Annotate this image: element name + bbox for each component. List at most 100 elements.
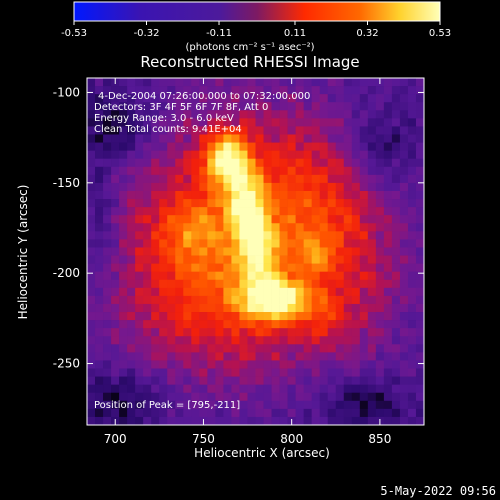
heatmap-cell: [95, 271, 104, 281]
heatmap-cell: [367, 392, 377, 402]
heatmap-cell: [279, 263, 288, 273]
heatmap-cell: [239, 86, 248, 95]
heatmap-cell: [311, 190, 321, 200]
heatmap-cell: [159, 368, 168, 377]
heatmap-cell: [335, 392, 345, 402]
heatmap-cell: [335, 190, 345, 200]
heatmap-cell: [367, 223, 377, 232]
heatmap-cell: [367, 416, 377, 425]
heatmap-cell: [103, 110, 112, 119]
heatmap-cell: [303, 86, 313, 95]
heatmap-cell: [319, 263, 329, 273]
heatmap-cell: [167, 199, 176, 208]
heatmap-cell: [351, 231, 361, 240]
colorbar-tick-label: -0.53: [61, 28, 87, 39]
heatmap-cell: [159, 303, 168, 313]
heatmap-cell: [199, 174, 208, 184]
heatmap-cell: [375, 207, 385, 216]
heatmap-cell: [343, 328, 353, 337]
heatmap-cell: [351, 344, 361, 353]
heatmap-cell: [335, 110, 345, 119]
heatmap-cell: [271, 247, 280, 256]
heatmap-cell: [95, 392, 104, 402]
heatmap-cell: [407, 376, 417, 386]
heatmap-cell: [159, 86, 168, 95]
heatmap-cell: [343, 416, 353, 425]
heatmap-cell: [263, 368, 272, 377]
heatmap-cell: [383, 86, 393, 95]
heatmap-cell: [223, 376, 232, 386]
heatmap-cell: [255, 320, 264, 329]
heatmap-cell: [303, 78, 313, 87]
heatmap-cell: [159, 174, 168, 184]
heatmap-cell: [151, 352, 160, 361]
heatmap-cell: [271, 134, 280, 143]
heatmap-cell: [271, 158, 280, 168]
heatmap-cell: [383, 400, 393, 410]
heatmap-cell: [263, 94, 272, 103]
heatmap-cell: [263, 223, 272, 232]
heatmap-cell: [263, 126, 272, 135]
heatmap-cell: [159, 134, 168, 143]
heatmap-cell: [119, 118, 128, 127]
heatmap-cell: [111, 182, 120, 192]
heatmap-cell: [135, 263, 144, 273]
heatmap-cell: [151, 158, 160, 168]
heatmap-cell: [191, 150, 200, 160]
heatmap-cell: [327, 182, 337, 192]
heatmap-cell: [319, 271, 329, 281]
heatmap-cell: [327, 312, 337, 321]
heatmap-cell: [191, 376, 200, 386]
heatmap-cell: [159, 408, 168, 418]
heatmap-cell: [319, 303, 329, 313]
heatmap-cell: [415, 384, 424, 394]
heatmap-cell: [103, 408, 112, 418]
heatmap-cell: [87, 118, 96, 127]
heatmap-cell: [167, 255, 176, 264]
heatmap-cell: [255, 199, 264, 208]
heatmap-cell: [383, 352, 393, 361]
heatmap-cell: [319, 279, 329, 289]
heatmap-cell: [359, 312, 369, 321]
heatmap-cell: [247, 400, 256, 410]
heatmap-cell: [175, 182, 184, 192]
heatmap-cell: [95, 207, 104, 216]
heatmap-cell: [255, 86, 264, 95]
heatmap-cell: [231, 231, 240, 240]
heatmap-cell: [119, 328, 128, 337]
heatmap-cell: [263, 231, 272, 240]
heatmap-cell: [255, 384, 264, 394]
heatmap-cell: [263, 376, 272, 386]
heatmap-cell: [407, 150, 417, 160]
heatmap-cell: [231, 312, 240, 321]
heatmap-cell: [263, 295, 272, 305]
heatmap-cell: [231, 392, 240, 402]
heatmap-cell: [319, 392, 329, 402]
heatmap-cell: [383, 134, 393, 143]
heatmap-cell: [287, 158, 296, 168]
heatmap-cell: [239, 190, 248, 200]
heatmap-cell: [231, 182, 240, 192]
heatmap-cell: [255, 295, 264, 305]
heatmap-cell: [415, 190, 424, 200]
heatmap-cell: [295, 215, 304, 224]
heatmap-cell: [311, 239, 321, 248]
heatmap-cell: [287, 303, 296, 313]
heatmap-cell: [247, 320, 256, 329]
heatmap-cell: [415, 94, 424, 103]
heatmap-cell: [311, 360, 321, 369]
heatmap-cell: [311, 86, 321, 95]
heatmap-cell: [207, 166, 216, 176]
heatmap-cell: [143, 190, 152, 200]
heatmap-cell: [135, 166, 144, 176]
heatmap-cell: [263, 247, 272, 256]
heatmap-cell: [383, 255, 393, 264]
heatmap-cell: [359, 126, 369, 135]
heatmap-cell: [127, 400, 136, 410]
heatmap-cell: [223, 271, 232, 281]
heatmap-cell: [255, 287, 264, 297]
heatmap-cell: [303, 328, 313, 337]
heatmap-cell: [191, 215, 200, 224]
heatmap-cell: [255, 376, 264, 386]
heatmap-cell: [103, 279, 112, 289]
